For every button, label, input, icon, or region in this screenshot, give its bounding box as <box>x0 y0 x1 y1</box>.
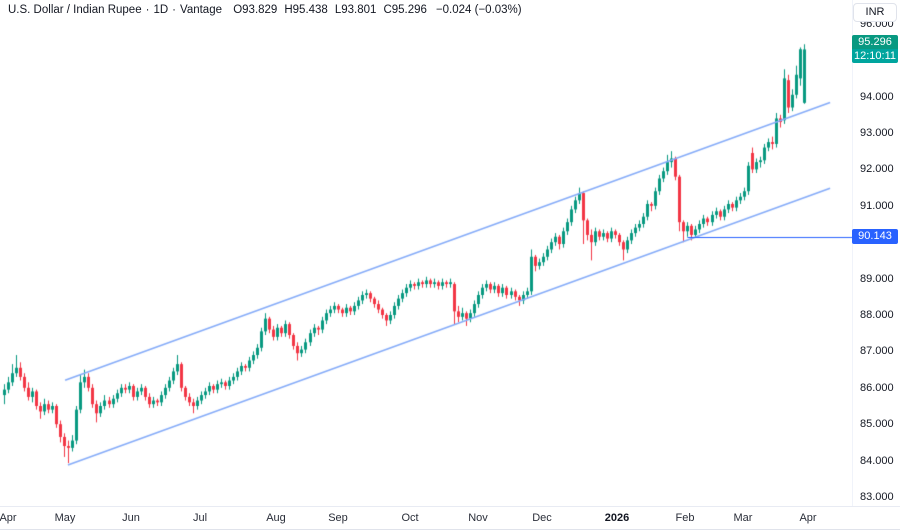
source-label: Vantage <box>180 4 222 16</box>
price-tick-label: 84.000 <box>860 454 894 467</box>
time-tick-label: Oct <box>401 512 419 524</box>
legend-separator: · <box>145 4 150 16</box>
time-tick-label: Apr <box>799 512 817 524</box>
last-price-badge: 95.296 <box>852 35 898 50</box>
interval-label[interactable]: 1D <box>153 4 169 16</box>
close-value: C95.296 <box>383 4 427 16</box>
price-tick-label: 87.000 <box>860 345 894 358</box>
time-tick-label: May <box>54 512 76 524</box>
chart-canvas[interactable] <box>0 0 852 506</box>
price-tick-label: 83.000 <box>860 491 894 503</box>
time-tick-label: Jul <box>192 512 208 524</box>
change-value: −0.024 (−0.03%) <box>435 4 522 16</box>
time-tick-label: Mar <box>733 512 753 524</box>
price-tick-label: 89.000 <box>860 272 894 285</box>
time-scale[interactable]: Apr May Jun Jul Aug Sep Oct Nov Dec 2026 Feb Mar Apr <box>0 506 900 529</box>
price-tick-label: 88.000 <box>860 309 894 321</box>
symbol-legend: U.S. Dollar / Indian Rupee · 1D · Vantage O9… <box>8 4 522 17</box>
symbol-title[interactable]: U.S. Dollar / Indian Rupee <box>8 4 142 16</box>
time-tick-label: Apr <box>0 512 17 524</box>
time-tick-label: Sep <box>328 512 348 524</box>
time-tick-label: Nov <box>468 512 488 524</box>
price-tick-label: 86.000 <box>860 381 894 394</box>
time-tick-label: Jun <box>122 512 140 524</box>
legend-separator: · <box>172 4 176 16</box>
time-tick-label: Dec <box>532 512 552 524</box>
price-level-badge: 90.143 <box>852 229 898 245</box>
price-tick-label: 91.000 <box>860 199 894 212</box>
low-value: L93.801 <box>334 4 377 16</box>
time-tick-label: 2026 <box>604 512 630 524</box>
price-tick-label: 85.000 <box>860 418 894 431</box>
currency-toggle-button[interactable]: INR <box>853 3 897 22</box>
price-tick-label: 93.000 <box>860 127 894 139</box>
last-price-badge-group: 95.296 12:10:11 <box>852 35 898 64</box>
high-value: H95.438 <box>284 4 328 16</box>
price-tick-label: 94.000 <box>860 90 894 103</box>
countdown-badge: 12:10:11 <box>852 49 898 64</box>
price-tick-label: 92.000 <box>860 163 894 176</box>
time-tick-label: Aug <box>266 512 286 524</box>
open-value: O93.829 <box>233 4 278 16</box>
price-scale[interactable]: 96.000 94.000 93.000 92.000 91.000 89.000 88.0… <box>852 0 900 506</box>
time-tick-label: Feb <box>675 512 695 524</box>
